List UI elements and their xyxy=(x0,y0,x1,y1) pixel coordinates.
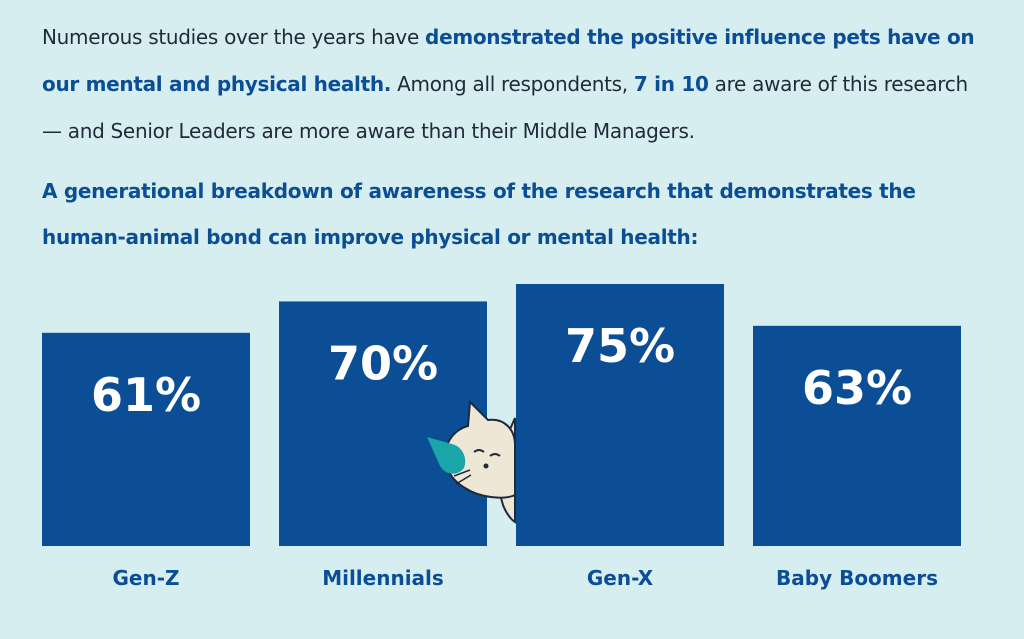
value-label-millennials: 70% xyxy=(328,336,438,390)
intro-text-1: Numerous studies over the years have xyxy=(42,25,426,49)
category-label-gen-z: Gen-Z xyxy=(112,566,179,590)
category-label-millennials: Millennials xyxy=(322,566,444,590)
cat-icon xyxy=(427,399,516,524)
category-label-gen-x: Gen-X xyxy=(587,566,654,590)
bars-layer: 61% Gen-Z 70% Millennials 75% Gen-X 63% Baby Bo… xyxy=(42,284,961,590)
bar-gen-z xyxy=(42,332,250,546)
value-label-gen-z: 61% xyxy=(91,368,201,422)
intro-text-2: Among all respondents, xyxy=(391,72,634,96)
bar-baby-boomers xyxy=(753,325,961,546)
intro-highlight-1: demonstrated the positive influence pets… xyxy=(42,25,975,96)
intro-text-3: are aware of this research — and Senior … xyxy=(42,72,968,143)
value-label-baby-boomers: 63% xyxy=(802,361,912,415)
category-label-baby-boomers: Baby Boomers xyxy=(776,566,938,590)
intro-highlight-2: 7 in 10 xyxy=(633,72,709,96)
value-label-gen-x: 75% xyxy=(565,319,675,373)
bar-millennials xyxy=(279,301,487,546)
intro-paragraph: Numerous studies over the years have dem… xyxy=(42,14,992,155)
chart-title: A generational breakdown of awareness of… xyxy=(42,179,916,249)
bar-gen-x xyxy=(516,284,724,546)
